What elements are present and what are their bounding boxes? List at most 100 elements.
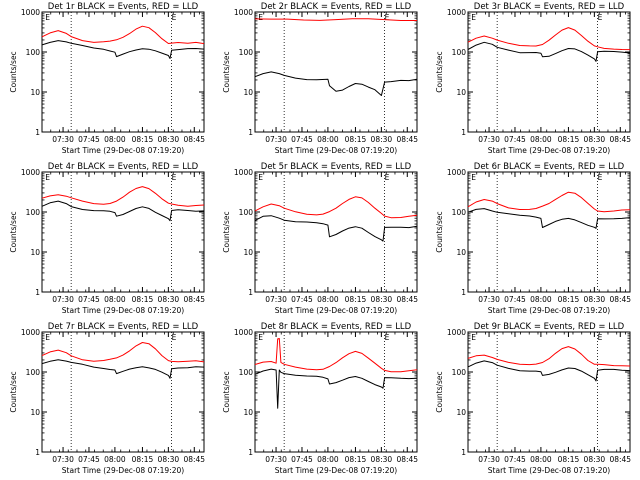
- x-tick-label: 07:45: [504, 295, 526, 304]
- series-lld-line: [254, 338, 418, 373]
- y-tick-label: 1: [248, 128, 253, 137]
- event-marker-label: E: [258, 333, 263, 342]
- x-tick-label: 08:15: [345, 295, 367, 304]
- series-events-line: [254, 71, 418, 96]
- x-tick-label: 07:45: [504, 455, 526, 464]
- event-marker-label: E: [172, 333, 177, 342]
- x-tick-label: 08:45: [183, 455, 205, 464]
- panel-title: Det 8r BLACK = Events, RED = LLD: [261, 322, 412, 332]
- x-tick-label: 07:30: [478, 295, 500, 304]
- event-marker-label: E: [45, 13, 50, 22]
- y-axis-label: Counts/sec: [435, 371, 444, 412]
- x-tick-label: 08:30: [371, 135, 393, 144]
- y-tick-label: 1000: [21, 8, 40, 17]
- x-tick-label: 08:15: [132, 135, 154, 144]
- x-tick-label: 08:00: [317, 295, 339, 304]
- x-tick-label: 07:45: [291, 455, 313, 464]
- x-tick-label: 07:30: [265, 295, 287, 304]
- x-tick-label: 08:30: [158, 455, 180, 464]
- x-tick-label: 08:15: [558, 135, 580, 144]
- y-axis-label: Counts/sec: [435, 211, 444, 252]
- y-axis-label: Counts/sec: [222, 371, 231, 412]
- y-tick-label: 100: [239, 48, 254, 57]
- event-marker-label: E: [258, 173, 263, 182]
- x-tick-label: 08:45: [609, 455, 631, 464]
- y-tick-label: 1: [461, 128, 466, 137]
- x-tick-label: 08:45: [183, 135, 205, 144]
- y-tick-label: 1000: [234, 8, 253, 17]
- x-tick-label: 07:45: [78, 295, 100, 304]
- x-axis-label: Start Time (29-Dec-08 07:19:20): [275, 146, 397, 155]
- series-lld-line: [467, 27, 631, 51]
- panel-title: Det 3r BLACK = Events, RED = LLD: [474, 2, 625, 12]
- series-events-line: [254, 215, 418, 242]
- event-marker-label: E: [471, 333, 476, 342]
- series-lld-line: [467, 191, 631, 213]
- x-tick-label: 07:30: [52, 455, 74, 464]
- series-events-line: [467, 360, 631, 382]
- x-tick-label: 08:15: [558, 295, 580, 304]
- x-tick-label: 07:30: [478, 135, 500, 144]
- x-tick-label: 07:30: [265, 135, 287, 144]
- y-tick-label: 100: [26, 48, 41, 57]
- series-lld-line: [254, 18, 417, 21]
- x-tick-label: 08:15: [558, 455, 580, 464]
- y-tick-label: 100: [26, 208, 41, 217]
- x-tick-label: 07:45: [504, 135, 526, 144]
- series-events-line: [41, 359, 205, 379]
- x-tick-label: 08:00: [104, 135, 126, 144]
- x-axis-label: Start Time (29-Dec-08 07:19:20): [488, 146, 610, 155]
- event-marker-label: E: [258, 13, 263, 22]
- event-marker-label: E: [385, 173, 390, 182]
- y-tick-label: 10: [243, 88, 253, 97]
- y-tick-label: 10: [456, 408, 466, 417]
- x-tick-label: 08:45: [396, 135, 418, 144]
- x-tick-label: 07:30: [52, 295, 74, 304]
- x-axis-label: Start Time (29-Dec-08 07:19:20): [275, 306, 397, 315]
- x-tick-label: 08:30: [158, 135, 180, 144]
- event-marker-label: E: [172, 13, 177, 22]
- plot-frame: [467, 171, 631, 293]
- series-events-line: [41, 200, 205, 222]
- plot-frame: [41, 11, 205, 133]
- y-tick-label: 10: [30, 248, 40, 257]
- y-tick-label: 100: [26, 368, 41, 377]
- y-tick-label: 1000: [447, 8, 466, 17]
- y-tick-label: 10: [30, 408, 40, 417]
- y-tick-label: 1: [35, 128, 40, 137]
- x-tick-label: 08:00: [317, 455, 339, 464]
- event-marker-label: E: [45, 333, 50, 342]
- plot-frame: [254, 171, 418, 293]
- x-axis-label: Start Time (29-Dec-08 07:19:20): [62, 306, 184, 315]
- y-axis-label: Counts/sec: [222, 211, 231, 252]
- x-tick-label: 07:45: [291, 295, 313, 304]
- x-axis-label: Start Time (29-Dec-08 07:19:20): [488, 306, 610, 315]
- x-tick-label: 08:00: [530, 455, 552, 464]
- plot-frame: [254, 11, 418, 133]
- series-events-line: [467, 208, 631, 229]
- y-tick-label: 1000: [21, 168, 40, 177]
- y-tick-label: 1: [461, 448, 466, 457]
- y-tick-label: 100: [239, 368, 254, 377]
- series-lld-line: [254, 196, 418, 219]
- x-tick-label: 08:30: [584, 295, 606, 304]
- y-tick-label: 100: [452, 48, 467, 57]
- x-tick-label: 08:15: [132, 295, 154, 304]
- y-tick-label: 10: [243, 408, 253, 417]
- x-tick-label: 08:00: [530, 295, 552, 304]
- series-lld-line: [467, 346, 631, 367]
- y-axis-label: Counts/sec: [9, 371, 18, 412]
- x-tick-label: 08:00: [317, 135, 339, 144]
- event-marker-label: E: [598, 13, 603, 22]
- series-events-line: [467, 41, 631, 62]
- y-tick-label: 1000: [234, 168, 253, 177]
- x-tick-label: 08:45: [396, 455, 418, 464]
- y-tick-label: 100: [452, 368, 467, 377]
